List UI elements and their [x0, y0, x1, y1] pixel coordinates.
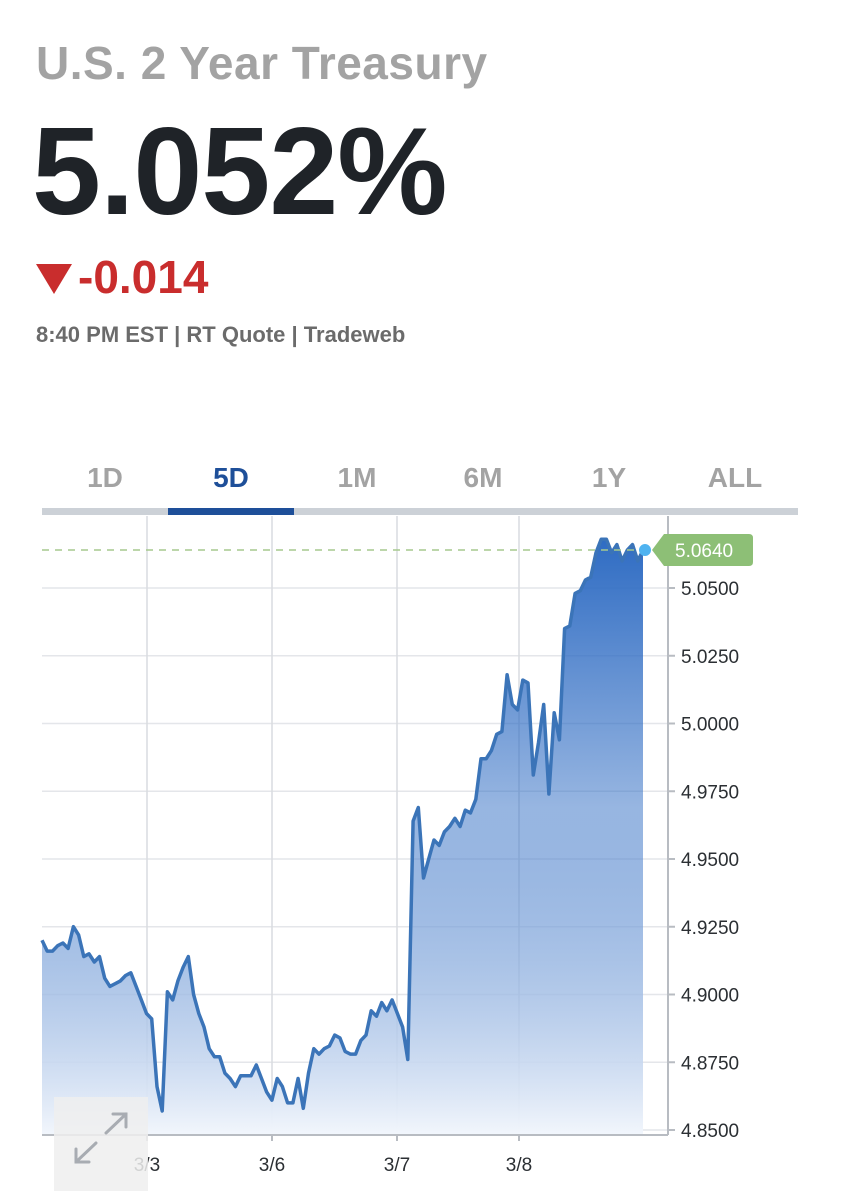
y-tick-label: 4.9500 — [681, 850, 739, 871]
x-tick-label: 3/6 — [259, 1155, 285, 1176]
tab-1y[interactable]: 1Y — [591, 462, 627, 493]
price-change: -0.014 — [36, 250, 208, 304]
y-tick-label: 4.8500 — [681, 1121, 739, 1142]
tab-all[interactable]: ALL — [707, 462, 763, 493]
expand-icon — [74, 1112, 128, 1164]
current-price: 5.052% — [32, 103, 448, 241]
price-line — [40, 537, 645, 1113]
y-tick-label: 5.0500 — [681, 579, 739, 600]
y-tick-label: 5.0250 — [681, 647, 739, 668]
last-value-badge — [652, 534, 753, 567]
last-value-label: 5.0640 — [675, 541, 733, 562]
last-value-dot — [639, 544, 651, 557]
down-arrow-icon — [36, 264, 72, 294]
y-tick-label: 4.8750 — [681, 1053, 739, 1074]
tab-5d[interactable]: 5D — [213, 462, 249, 493]
y-tick-label: 4.9250 — [681, 918, 739, 939]
tab-1d[interactable]: 1D — [87, 462, 123, 493]
y-tick-label: 4.9000 — [681, 986, 739, 1007]
tab-track — [42, 508, 798, 515]
time-range-tabs: 1D 5D 1M 6M 1Y ALL — [42, 456, 798, 516]
y-tick-label: 4.9750 — [681, 782, 739, 803]
x-tick-label: 3/8 — [506, 1155, 532, 1176]
instrument-title: U.S. 2 Year Treasury — [36, 37, 488, 89]
price-change-value: -0.014 — [78, 251, 209, 303]
tab-6m[interactable]: 6M — [463, 462, 503, 493]
active-tab-indicator — [168, 508, 294, 515]
tab-1m[interactable]: 1M — [337, 462, 377, 493]
expand-chart-button[interactable] — [54, 1097, 148, 1191]
y-tick-label: 5.0000 — [681, 715, 739, 736]
x-tick-label: 3/7 — [384, 1155, 410, 1176]
quote-meta: 8:40 PM EST | RT Quote | Tradeweb — [36, 322, 406, 347]
